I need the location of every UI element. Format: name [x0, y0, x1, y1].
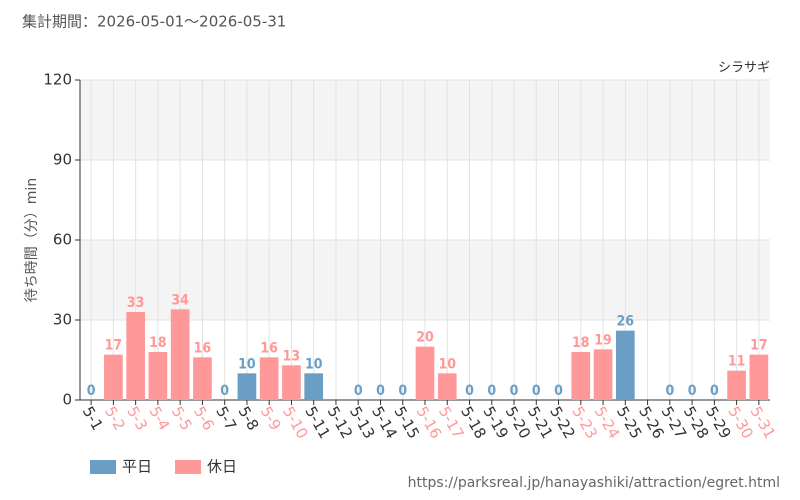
value-label: 0 — [688, 383, 697, 399]
bar — [571, 352, 591, 400]
value-label: 10 — [238, 356, 256, 372]
x-tick-label: 5-7 — [212, 403, 240, 433]
value-label: 13 — [283, 348, 301, 364]
bar — [126, 312, 145, 400]
value-label: 0 — [665, 383, 674, 399]
value-label: 0 — [465, 383, 474, 399]
source: https://parksreal.jp/hanayashiki/attract… — [408, 475, 780, 491]
x-tick-label: 5-6 — [190, 403, 218, 433]
header: 集計期間：2026-05-01〜2026-05-31 — [22, 13, 286, 31]
bar — [593, 349, 613, 400]
value-label: 17 — [105, 338, 123, 354]
bar — [193, 357, 212, 400]
bar — [282, 365, 301, 400]
y-tick-label: 90 — [53, 151, 72, 169]
bar — [104, 354, 123, 400]
x-tick-label: 5-4 — [146, 403, 174, 433]
legend-label: 平日 — [122, 458, 152, 476]
value-label: 0 — [554, 383, 563, 399]
bar — [437, 373, 457, 400]
bar — [415, 346, 435, 400]
bar — [727, 370, 746, 400]
value-label: 11 — [728, 354, 746, 370]
value-label: 10 — [305, 356, 323, 372]
y-axis-label: 待ち時間（分）min — [24, 178, 40, 302]
value-label: 0 — [376, 383, 385, 399]
bar — [237, 373, 257, 400]
value-label: 17 — [750, 338, 768, 354]
x-tick-label: 5-2 — [101, 403, 129, 433]
value-label: 19 — [594, 332, 612, 348]
x-tick-label: 5-3 — [123, 403, 151, 433]
value-label: 0 — [87, 383, 96, 399]
value-label: 0 — [354, 383, 363, 399]
value-label: 33 — [127, 295, 145, 311]
x-tick-label: 5-5 — [168, 403, 196, 433]
value-label: 0 — [220, 383, 229, 399]
chart-title: シラサギ — [718, 61, 770, 76]
value-label: 0 — [710, 383, 719, 399]
value-label: 20 — [416, 330, 434, 346]
y-tick-label: 0 — [62, 391, 72, 409]
value-label: 18 — [149, 335, 167, 351]
legend-swatch — [175, 460, 201, 474]
value-label: 16 — [260, 340, 278, 356]
legend-swatch — [90, 460, 116, 474]
bar — [259, 357, 279, 400]
bar — [170, 309, 190, 400]
value-label: 16 — [194, 340, 212, 356]
value-label: 0 — [398, 383, 407, 399]
bar — [615, 330, 635, 400]
x-tick-label: 5-9 — [257, 403, 285, 433]
value-label: 0 — [532, 383, 541, 399]
value-label: 18 — [572, 335, 590, 351]
x-tick-label: 5-1 — [79, 403, 107, 433]
value-label: 34 — [171, 292, 189, 308]
bar — [148, 352, 168, 400]
value-label: 26 — [617, 314, 635, 330]
value-label: 0 — [510, 383, 519, 399]
legend-label: 休日 — [207, 458, 237, 476]
bar — [304, 373, 324, 400]
value-label: 0 — [487, 383, 496, 399]
value-label: 10 — [438, 356, 456, 372]
x-tick-label: 5-8 — [235, 403, 263, 433]
y-tick-label: 30 — [53, 311, 72, 329]
bar — [749, 354, 769, 400]
y-tick-label: 60 — [53, 231, 72, 249]
y-tick-label: 120 — [43, 71, 72, 89]
